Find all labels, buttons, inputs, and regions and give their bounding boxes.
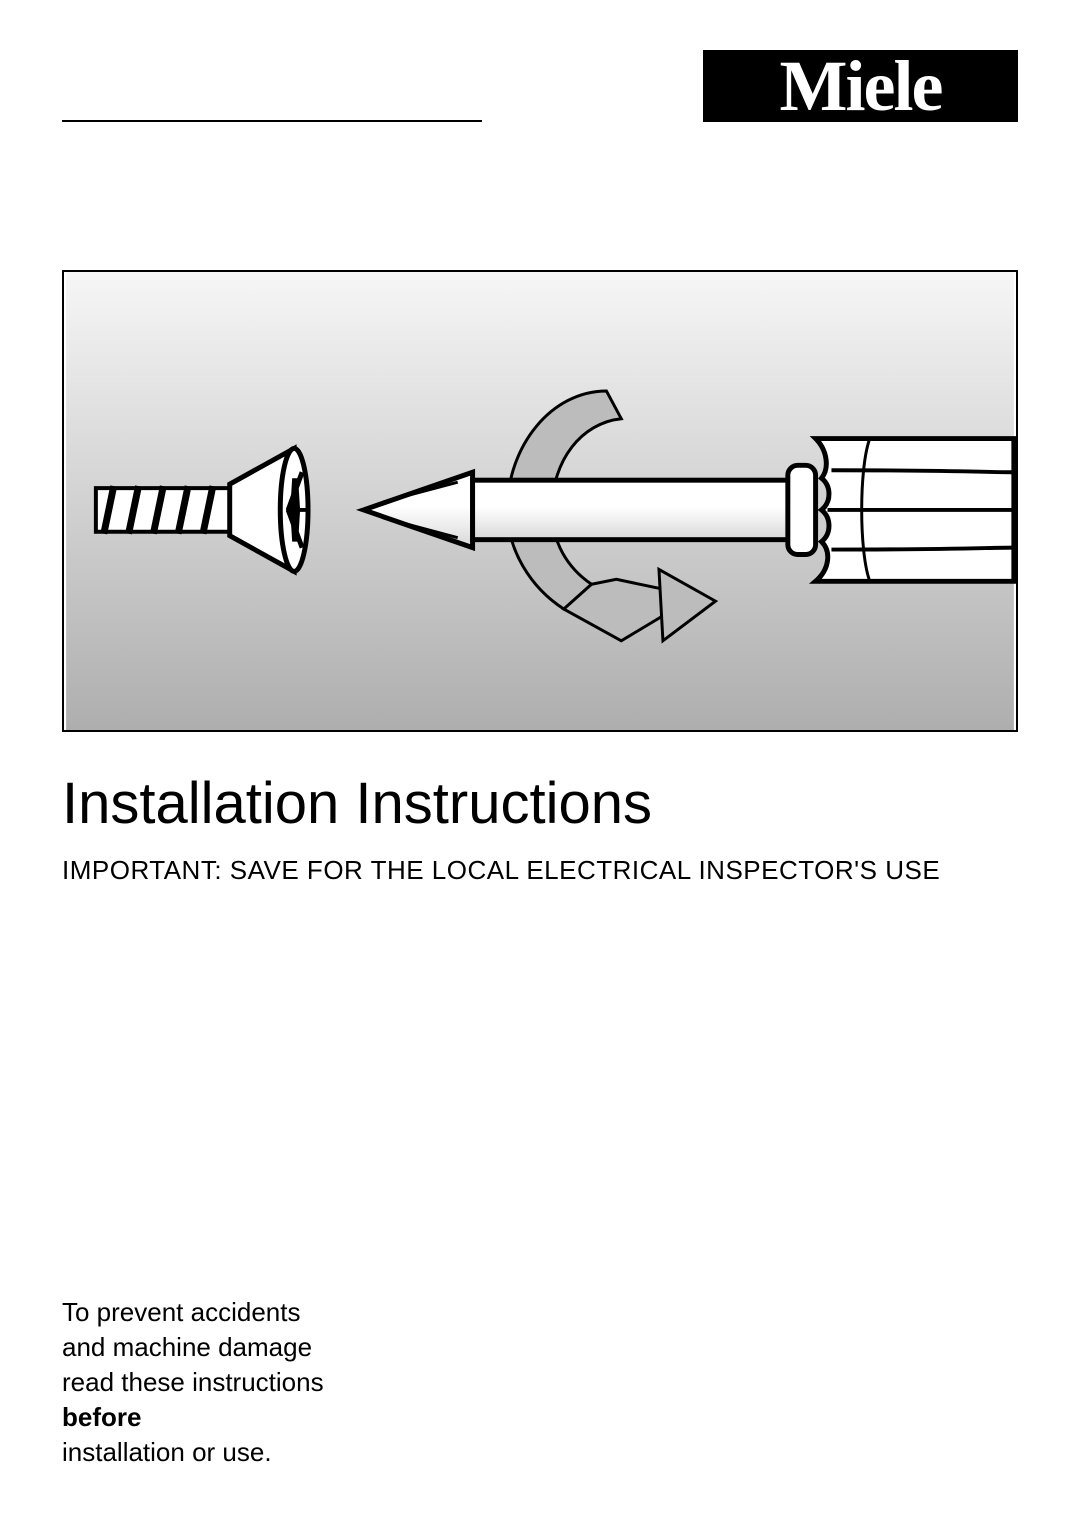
warning-paragraph: To prevent accidents and machine damage … — [62, 1295, 324, 1470]
warning-line-2: and machine damage — [62, 1330, 324, 1365]
header-divider — [62, 120, 482, 122]
warning-line-1: To prevent accidents — [62, 1295, 324, 1330]
warning-bold: before — [62, 1400, 324, 1435]
page-title: Installation Instructions — [62, 770, 652, 837]
warning-line-3: read these instructions — [62, 1365, 324, 1400]
brand-logo-text: Miele — [780, 50, 942, 122]
header: Miele — [0, 0, 1080, 45]
warning-line-5: installation or use. — [62, 1435, 324, 1470]
screwdriver-illustration — [62, 270, 1018, 732]
page-subtitle: IMPORTANT: SAVE FOR THE LOCAL ELECTRICAL… — [62, 855, 940, 886]
brand-logo: Miele — [703, 50, 1018, 122]
screwdriver-diagram-svg — [64, 272, 1016, 730]
